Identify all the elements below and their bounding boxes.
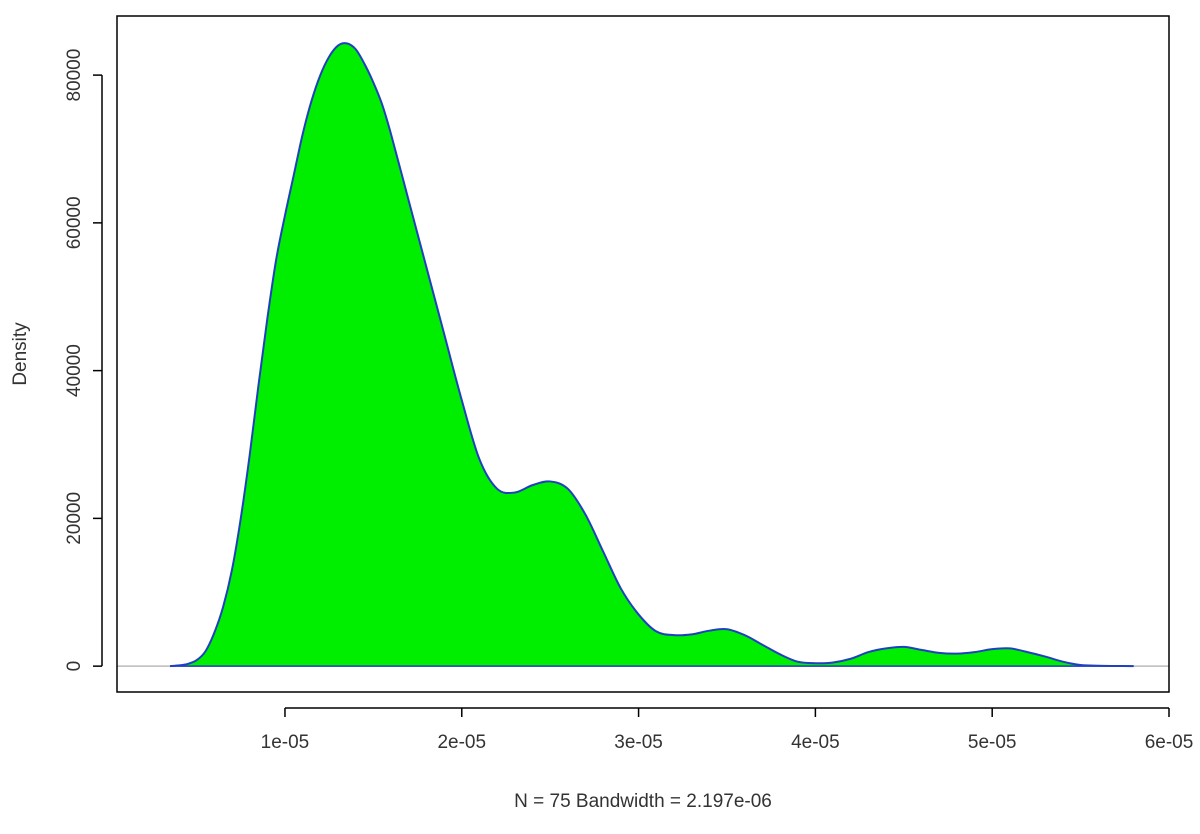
x-axis: 1e-05 2e-05 3e-05 4e-05 5e-05 6e-05: [261, 707, 1194, 753]
x-axis-title: N = 75 Bandwidth = 2.197e-06: [514, 791, 772, 812]
y-tick-label: 0: [64, 661, 85, 672]
y-axis: 0 20000 40000 60000 80000: [64, 49, 103, 672]
x-tick-label: 5e-05: [968, 732, 1017, 753]
density-line: [169, 42, 1134, 668]
y-tick-label: 80000: [64, 49, 85, 102]
x-tick-label: 3e-05: [614, 732, 663, 753]
density-area: [170, 43, 1134, 667]
x-tick-label: 4e-05: [791, 732, 840, 753]
y-axis-title: Density: [10, 322, 31, 386]
y-tick-label: 40000: [64, 344, 85, 397]
x-tick-label: 6e-05: [1145, 732, 1194, 753]
y-tick-label: 20000: [64, 492, 85, 545]
y-tick-label: 60000: [64, 196, 85, 249]
plot-area: [117, 42, 1169, 668]
x-tick-label: 2e-05: [437, 732, 486, 753]
plot-frame: [116, 15, 1170, 693]
x-tick-label: 1e-05: [261, 732, 310, 753]
